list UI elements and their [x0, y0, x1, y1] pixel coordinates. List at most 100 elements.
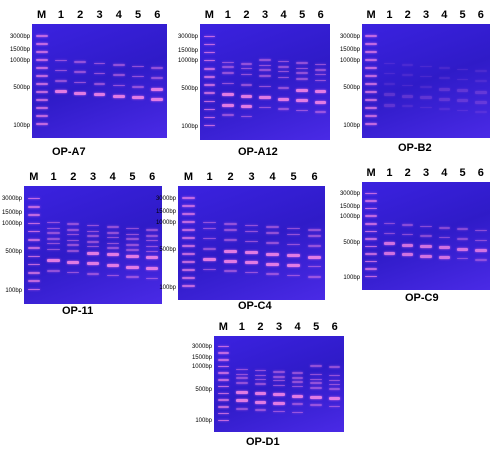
ladder-band — [217, 372, 230, 374]
sample-band — [93, 93, 106, 97]
sample-band — [259, 64, 271, 67]
sample-band — [307, 265, 321, 268]
marker-label: 100bp — [343, 275, 360, 282]
ladder-band — [365, 192, 377, 195]
sample-band — [47, 238, 60, 240]
lane-label: 4 — [115, 9, 122, 21]
sample-band — [86, 262, 100, 266]
lane-label: 5 — [459, 167, 466, 179]
sample-band — [151, 67, 164, 69]
sample-band — [291, 385, 304, 388]
sample-band — [236, 382, 248, 384]
sample-band — [106, 232, 119, 234]
sample-band — [314, 73, 327, 76]
panel-title: OP-D1 — [246, 436, 280, 448]
sample-band — [383, 72, 396, 75]
sample-band — [222, 66, 234, 68]
sample-band — [475, 111, 487, 113]
sample-band — [265, 232, 279, 234]
ladder-band — [35, 67, 48, 69]
sample-band — [277, 97, 290, 101]
sample-band — [74, 81, 87, 84]
sample-band — [307, 276, 321, 278]
sample-band — [420, 96, 432, 100]
marker-label: 1500bp — [9, 47, 30, 54]
sample-band — [296, 72, 308, 74]
sample-band — [291, 394, 304, 398]
sample-band — [296, 78, 308, 80]
sample-band — [146, 256, 159, 260]
sample-band — [47, 227, 60, 230]
sample-band — [86, 241, 100, 243]
sample-band — [254, 378, 267, 381]
sample-band — [86, 235, 100, 237]
sample-band — [314, 63, 327, 66]
sample-band — [475, 90, 487, 94]
sample-band — [126, 276, 139, 278]
ladder-band — [181, 229, 195, 231]
sample-band — [254, 383, 267, 385]
sample-band — [112, 64, 125, 66]
lane-label: M — [218, 321, 228, 333]
sample-band — [236, 399, 248, 403]
sample-band — [86, 230, 100, 233]
sample-band — [223, 223, 237, 225]
sample-band — [222, 72, 234, 74]
sample-band — [277, 66, 290, 68]
gel-image — [214, 336, 344, 432]
ladder-band — [203, 43, 216, 46]
marker-label: 1500bp — [177, 47, 198, 54]
marker-label: 1000bp — [191, 363, 212, 370]
sample-band — [47, 270, 60, 272]
ladder-band — [365, 91, 377, 93]
sample-band — [296, 67, 308, 70]
sample-band — [291, 403, 304, 405]
ladder-band — [203, 116, 216, 119]
sample-band — [236, 408, 248, 410]
sample-band — [240, 73, 253, 76]
sample-band — [223, 259, 237, 263]
ladder-band — [217, 345, 230, 348]
ladder-band — [35, 83, 48, 85]
sample-band — [273, 384, 285, 387]
sample-band — [456, 99, 469, 103]
ladder-band — [27, 263, 40, 266]
sample-band — [146, 245, 159, 248]
sample-band — [383, 251, 396, 255]
sample-band — [259, 75, 271, 77]
sample-band — [420, 106, 432, 109]
sample-band — [67, 250, 80, 252]
ladder-band — [27, 280, 40, 282]
marker-label: 100bp — [159, 284, 176, 291]
sample-band — [291, 372, 304, 374]
sample-band — [286, 254, 300, 258]
sample-band — [106, 242, 119, 245]
sample-band — [402, 84, 414, 87]
gel-image — [200, 24, 330, 140]
sample-band — [296, 62, 308, 64]
marker-label: 1000bp — [9, 57, 30, 64]
sample-band — [254, 392, 267, 396]
sample-band — [273, 376, 285, 378]
ladder-band — [365, 67, 377, 69]
ladder-band — [365, 223, 377, 225]
sample-band — [54, 69, 67, 72]
ladder-band — [365, 107, 377, 109]
ladder-band — [365, 35, 377, 37]
sample-band — [277, 87, 290, 89]
sample-band — [259, 85, 271, 88]
sample-band — [273, 379, 285, 382]
sample-band — [222, 103, 234, 107]
lane-label: 6 — [331, 321, 338, 333]
sample-band — [328, 405, 341, 408]
ladder-band — [217, 399, 230, 401]
ladder-band — [27, 272, 40, 274]
sample-band — [277, 108, 290, 110]
sample-band — [438, 87, 450, 91]
marker-label: 500bp — [343, 239, 360, 246]
gel-image — [362, 182, 490, 290]
sample-band — [236, 368, 248, 371]
sample-band — [146, 235, 159, 237]
marker-label: 500bp — [343, 84, 360, 91]
sample-band — [291, 377, 304, 379]
